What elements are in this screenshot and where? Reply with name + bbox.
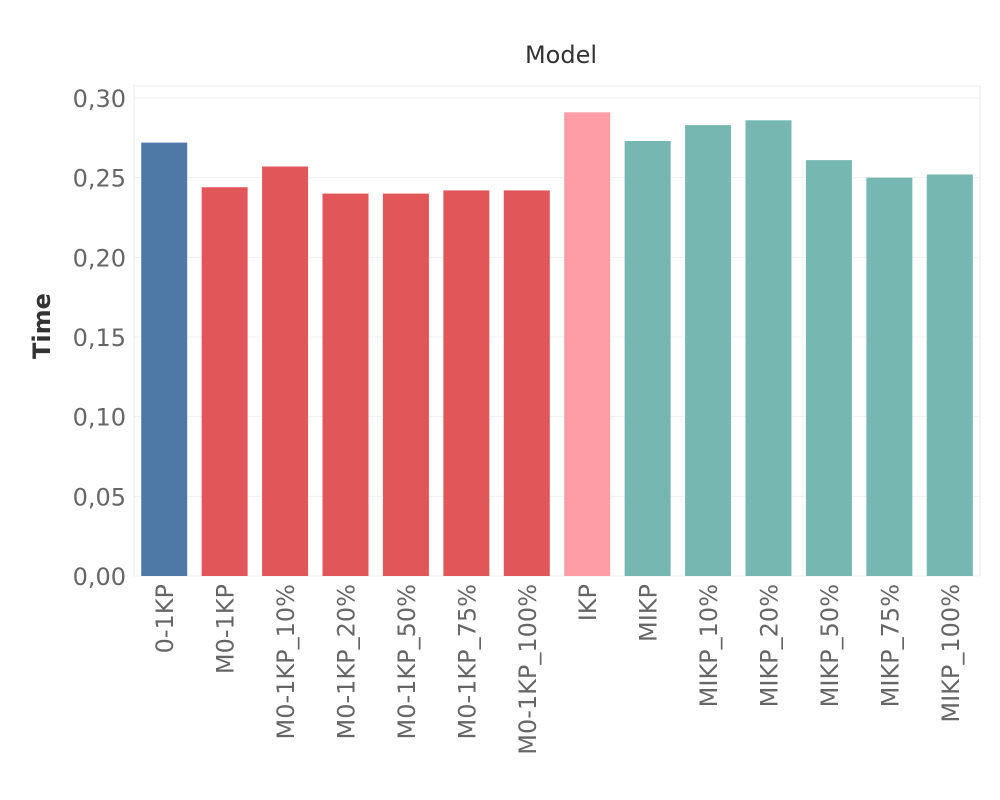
x-axis-ticks: 0-1KP M0-1KP M0-1KP_10% M0-1KP_20% M0-1KP_50…	[151, 584, 965, 755]
y-tick-label: 0,20	[73, 244, 126, 272]
chart-title: Model	[525, 41, 597, 69]
x-tick-label: M0-1KP_10%	[272, 584, 300, 739]
bar	[443, 190, 490, 576]
bar	[866, 177, 913, 576]
bars	[141, 112, 973, 577]
x-tick-label: MIKP_100%	[937, 584, 965, 723]
x-tick-label: M0-1KP_75%	[453, 584, 481, 739]
bar	[322, 193, 369, 576]
bar	[141, 142, 188, 576]
x-tick-label: IKP	[574, 584, 602, 621]
gridlines	[133, 85, 981, 577]
bar	[262, 166, 309, 576]
bar	[382, 193, 429, 576]
bar	[926, 174, 973, 577]
bar	[564, 112, 611, 576]
x-tick-label: MIKP	[635, 584, 663, 642]
x-tick-label: MIKP_50%	[816, 584, 844, 707]
x-tick-label: MIKP_20%	[756, 584, 784, 707]
bar	[685, 125, 732, 576]
x-tick-label: M0-1KP_100%	[514, 584, 542, 755]
x-tick-label: M0-1KP_20%	[333, 584, 361, 739]
x-tick-label: 0-1KP	[151, 584, 179, 653]
x-tick-label: MIKP_10%	[695, 584, 723, 707]
bar	[624, 141, 671, 576]
y-tick-label: 0,05	[73, 483, 126, 511]
x-tick-label: MIKP_75%	[876, 584, 904, 707]
bar	[503, 190, 550, 576]
bar	[805, 160, 852, 576]
plot-frame	[133, 85, 981, 577]
x-tick-label: M0-1KP_50%	[393, 584, 421, 739]
y-axis-ticks: 0,00 0,05 0,10 0,15 0,20 0,25 0,30	[73, 85, 126, 591]
y-tick-label: 0,00	[73, 563, 126, 591]
x-tick-label: M0-1KP	[212, 584, 240, 674]
bar	[745, 120, 792, 576]
y-tick-label: 0,15	[73, 324, 126, 352]
y-tick-label: 0,25	[73, 165, 126, 193]
y-tick-label: 0,10	[73, 404, 126, 432]
y-axis-label: Time	[28, 293, 56, 359]
y-tick-label: 0,30	[73, 85, 126, 113]
bar	[201, 187, 248, 576]
